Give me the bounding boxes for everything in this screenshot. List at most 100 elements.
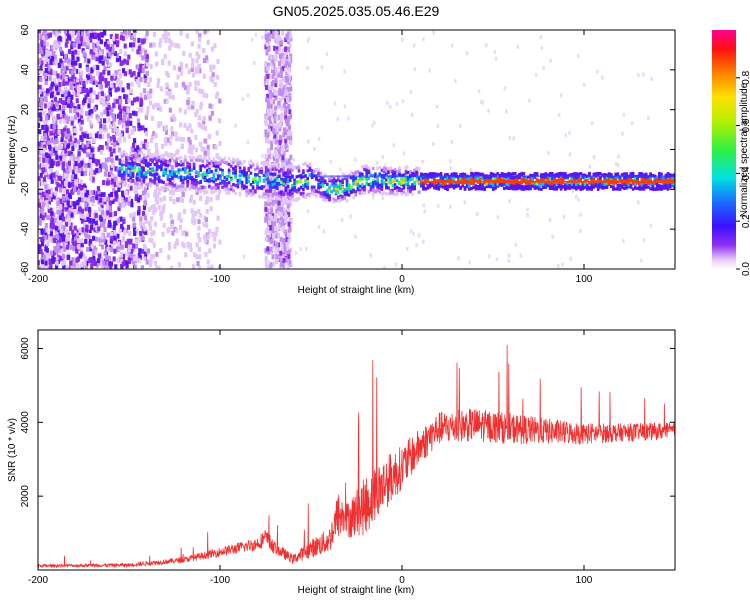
spectrogram-cell	[184, 158, 187, 162]
spectrogram-cell	[398, 188, 401, 192]
spectrogram-cell	[169, 213, 173, 219]
spectrogram-cell	[76, 36, 80, 42]
spectrogram-cell	[100, 210, 104, 216]
spectrogram-cell	[44, 260, 48, 266]
spectrogram-cell	[508, 136, 512, 141]
spectrogram-cell	[175, 170, 178, 174]
spectrogram-cell	[262, 185, 266, 189]
spectrogram-cell	[238, 159, 242, 163]
spectrogram-cell	[208, 161, 211, 165]
spectrogram-cell	[203, 150, 208, 156]
spectrogram-cell	[142, 38, 146, 44]
spectrogram-cell	[73, 209, 77, 215]
spectrogram-cell	[106, 81, 110, 87]
spectrogram-cell	[383, 265, 386, 269]
spectrogram-cell	[269, 33, 273, 39]
spectrogram-cell	[83, 133, 87, 139]
spectrogram-cell	[210, 186, 213, 190]
spectrogram-cell	[395, 170, 399, 174]
spectrogram-cell	[579, 212, 582, 217]
spectrogram-cell	[258, 186, 261, 190]
spectrogram-cell	[39, 213, 44, 219]
spectrogram-cell	[266, 263, 270, 269]
spectrogram-cell	[361, 189, 364, 194]
spectrogram-cell	[116, 140, 120, 146]
spectrogram-cell	[444, 186, 447, 190]
spectrogram-cell	[271, 180, 275, 184]
spectrogram-cell	[188, 52, 192, 58]
spectrogram-cell	[39, 105, 43, 111]
spectrogram-cell	[279, 73, 283, 79]
spectrogram-cell	[291, 168, 294, 172]
spectrogram-cell	[47, 150, 52, 156]
spectrogram-cell	[205, 168, 209, 173]
spectrogram-cell	[98, 129, 103, 135]
spectrogram-cell	[50, 217, 54, 223]
spectrogram-cell	[144, 94, 148, 100]
spectrogram-cell	[108, 193, 112, 199]
spectrogram-cell	[400, 188, 403, 193]
spectrogram-cell	[339, 179, 342, 183]
spectrogram-cell	[143, 201, 148, 207]
spectrogram-cell	[80, 191, 84, 197]
spectrogram-cell	[167, 227, 171, 233]
spectrogram-cell	[46, 54, 51, 60]
spectrogram-cell	[41, 124, 45, 130]
spectrogram-cell	[271, 116, 274, 121]
spectrogram-cell	[437, 173, 441, 177]
spectrogram-cell	[57, 235, 61, 241]
spectrogram-cell	[76, 190, 81, 196]
spectrogram-cell	[265, 50, 269, 56]
spectrogram-cell	[162, 160, 165, 164]
spectrogram-cell	[94, 212, 98, 218]
spectrogram-cell	[284, 218, 288, 224]
spectrogram-cell	[173, 183, 176, 187]
spectrogram-cell	[269, 196, 272, 201]
spectrogram-cell	[282, 196, 285, 200]
spectrogram-cell	[441, 181, 445, 186]
spectrogram-cell	[208, 162, 213, 168]
spectrogram-cell	[266, 79, 270, 85]
spectrogram-cell	[93, 210, 97, 216]
spectrogram-cell	[400, 192, 403, 196]
spectrogram-cell	[168, 91, 172, 97]
spectrogram-cell	[205, 223, 209, 229]
spectrogram-cell	[275, 181, 279, 186]
spectrogram-cell	[66, 118, 70, 124]
spectrogram-cell	[168, 93, 172, 99]
spectrogram-cell	[130, 72, 134, 78]
spectrogram-cell	[481, 172, 484, 176]
spectrogram-cell	[126, 224, 131, 230]
spectrogram-cell	[332, 188, 336, 192]
spectrogram-cell	[243, 160, 246, 164]
spectrogram-cell	[329, 159, 333, 164]
spectrogram-cell	[155, 168, 159, 172]
spectrogram-cell	[387, 170, 390, 175]
spectrogram-cell	[395, 102, 399, 107]
spectrogram-cell	[267, 185, 271, 191]
spectrogram-cell	[271, 185, 275, 189]
spectrogram-cell	[186, 161, 189, 165]
spectrogram-cell	[221, 180, 224, 184]
spectrogram-cell	[86, 91, 90, 97]
spectrogram-cell	[459, 177, 462, 181]
spectrogram-cell	[52, 30, 56, 35]
spectrogram-cell	[41, 87, 45, 93]
spectrogram-cell	[80, 238, 84, 244]
spectrogram-cell	[444, 183, 447, 188]
spectrogram-cell	[183, 186, 187, 192]
spectrogram-cell	[123, 43, 127, 49]
spectrogram-cell	[291, 164, 294, 168]
spectrogram-cell	[592, 155, 596, 160]
spectrogram-cell	[435, 183, 438, 187]
spectrogram-cell	[137, 157, 141, 163]
spectrogram-cell	[258, 194, 261, 198]
spectrogram-cell	[82, 98, 87, 104]
spectrogram-cell	[38, 248, 40, 254]
spectrogram-cell	[99, 256, 104, 262]
spectrogram-cell	[92, 235, 96, 241]
spectrogram-cell	[109, 195, 114, 201]
spectrogram-cell	[43, 74, 48, 80]
spectrogram-cell	[330, 196, 334, 201]
spectrogram-cell	[55, 145, 59, 151]
